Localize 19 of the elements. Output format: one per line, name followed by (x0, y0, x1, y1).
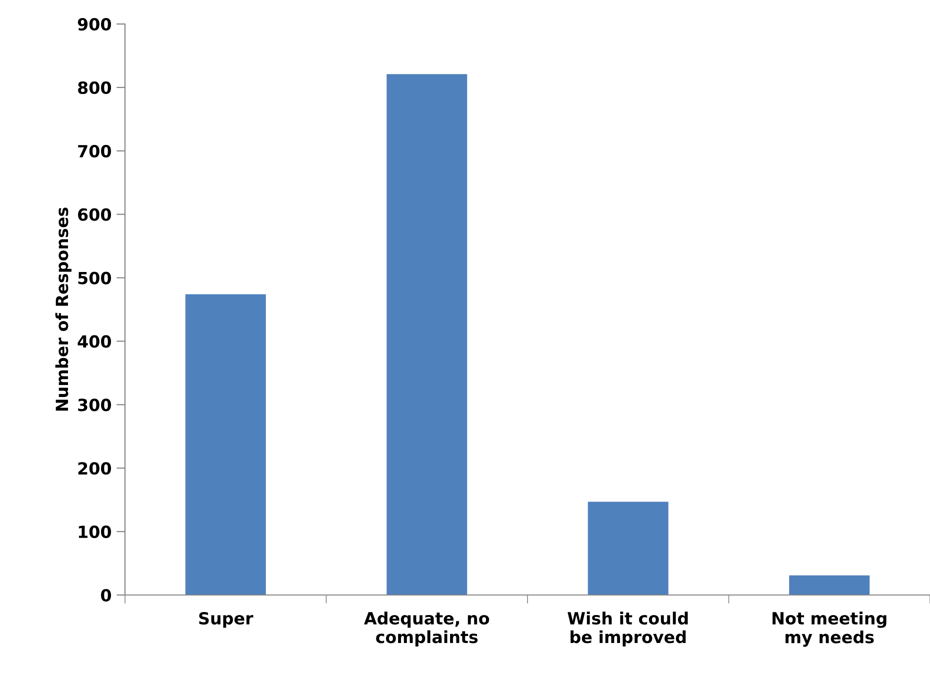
y-axis-title: Number of Responses (55, 208, 72, 411)
y-tick-label: 900 (78, 18, 112, 31)
y-tick-label: 400 (78, 335, 112, 348)
bar (588, 502, 668, 595)
y-tick-label: 600 (78, 208, 112, 221)
y-tick-label: 800 (78, 81, 112, 94)
y-tick-label: 200 (78, 462, 112, 475)
y-tick-label: 500 (78, 272, 112, 284)
x-tick-label: Adequate, no complaints (364, 612, 490, 646)
bar (386, 74, 468, 595)
bar (789, 575, 870, 595)
bar (185, 294, 266, 595)
y-tick-label: 300 (78, 398, 112, 412)
y-tick-label: 100 (78, 526, 112, 538)
x-tick-label: Super (199, 612, 254, 628)
x-tick-label: Not meeting my needs (772, 612, 886, 647)
y-tick-label: 700 (78, 144, 112, 158)
x-tick-label: Wish it could be improved (568, 612, 688, 646)
y-tick-label: 0 (101, 588, 112, 602)
